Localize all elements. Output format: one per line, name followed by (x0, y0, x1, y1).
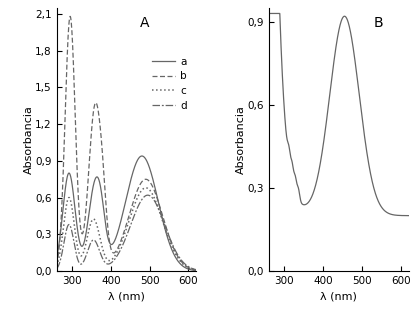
b (194, 268, 199, 272)
b (61, 157, 66, 161)
X-axis label: λ (nm): λ (nm) (320, 291, 357, 301)
X-axis label: λ (nm): λ (nm) (108, 291, 145, 301)
Text: B: B (374, 16, 383, 30)
b (190, 267, 195, 271)
d (164, 228, 169, 232)
a (164, 233, 169, 236)
Line: c: c (57, 188, 196, 270)
d (145, 193, 150, 197)
d (61, 242, 66, 246)
c (190, 267, 195, 271)
c (118, 242, 123, 246)
a (190, 268, 195, 272)
b (54, 262, 59, 266)
c (143, 186, 148, 190)
a (190, 268, 195, 272)
d (190, 267, 195, 270)
d (190, 267, 195, 270)
c (194, 268, 199, 272)
Line: d: d (57, 195, 196, 270)
d (194, 268, 199, 272)
b (118, 239, 123, 243)
Line: b: b (57, 16, 196, 270)
Y-axis label: Absorbancia: Absorbancia (24, 105, 34, 174)
b (67, 15, 72, 18)
b (164, 227, 169, 231)
c (122, 232, 127, 236)
d (54, 267, 59, 271)
Legend: a, b, c, d: a, b, c, d (148, 53, 191, 115)
c (54, 264, 59, 268)
a (54, 256, 59, 260)
c (61, 223, 66, 227)
a (194, 269, 199, 273)
Y-axis label: Absorbancia: Absorbancia (236, 105, 246, 174)
a (61, 201, 66, 205)
a (140, 154, 145, 158)
d (122, 239, 127, 243)
d (118, 247, 123, 251)
b (190, 267, 195, 271)
Text: A: A (140, 16, 150, 30)
c (190, 268, 195, 271)
Line: a: a (57, 156, 196, 271)
a (118, 219, 123, 223)
b (122, 228, 127, 232)
c (164, 231, 169, 235)
a (122, 204, 127, 208)
